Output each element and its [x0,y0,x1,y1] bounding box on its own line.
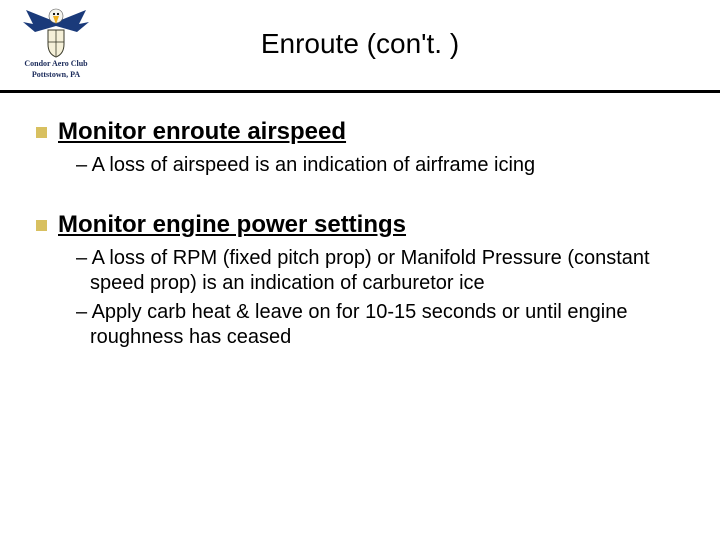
logo-text-line2: Pottstown, PA [8,71,104,80]
content-area: Monitor enroute airspeed A loss of airsp… [0,93,720,350]
bullet-heading: Monitor engine power settings [36,210,690,240]
header: Condor Aero Club Pottstown, PA Enroute (… [0,0,720,93]
sub-bullet: A loss of RPM (fixed pitch prop) or Mani… [36,246,690,296]
spacer [36,182,690,210]
sub-bullet: Apply carb heat & leave on for 10-15 sec… [36,300,690,350]
sub-bullet: A loss of airspeed is an indication of a… [36,153,690,178]
logo-text-line1: Condor Aero Club [8,60,104,69]
bullet-heading: Monitor enroute airspeed [36,117,690,147]
slide-title: Enroute (con't. ) [0,28,720,60]
slide: Condor Aero Club Pottstown, PA Enroute (… [0,0,720,540]
